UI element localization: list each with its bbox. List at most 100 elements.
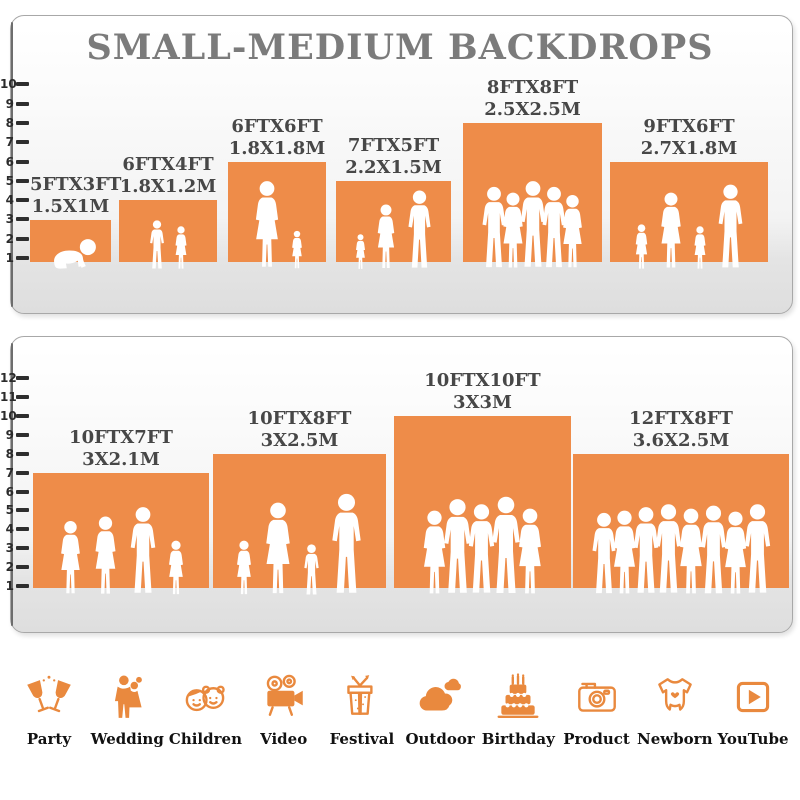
person-silhouette	[95, 516, 115, 594]
category-outdoor: Outdoor	[405, 664, 475, 748]
ruler-tick: 5	[0, 503, 38, 517]
person-silhouette	[255, 181, 278, 267]
backdrop-size-m: 2.2X1.5M	[345, 157, 442, 178]
backdrop-size-label: 5FTX3FT 1.5X1M	[30, 174, 122, 220]
backdrop-size-label: 10FTX7FT 3X2.1M	[33, 427, 209, 473]
ruler-tick: 10	[0, 409, 38, 423]
person-silhouette	[266, 502, 290, 594]
backdrop-item: 6FTX4FT 1.8X1.2M	[119, 154, 217, 269]
ruler-tick-number: 2	[5, 560, 14, 574]
ruler-tick-number: 3	[5, 212, 14, 226]
ruler-tick-number: 2	[5, 232, 14, 246]
backdrop-size-m: 1.5X1M	[31, 196, 110, 217]
backdrop-rect	[228, 162, 326, 269]
backdrop-size-label: 6FTX4FT 1.8X1.2M	[119, 154, 217, 200]
backdrop-size-label: 10FTX8FT 3X2.5M	[213, 408, 386, 454]
ruler-tick-number: 11	[0, 390, 17, 404]
person-silhouette	[718, 184, 742, 268]
person-silhouette	[130, 507, 155, 593]
backdrop-size-ft: 6FTX6FT	[231, 116, 323, 137]
ruler-tick-number: 7	[5, 466, 14, 480]
ruler-tick-number: 12	[0, 371, 17, 385]
ruler-tick-number: 3	[5, 541, 14, 555]
size-panel-small: 1 2 3 4 5 6 7 8 9 10 5FTX3FT 1.5X1M	[0, 15, 793, 314]
category-label: YouTube	[717, 730, 789, 748]
festival-icon	[335, 664, 389, 722]
birthday-icon	[491, 664, 545, 722]
ruler-tick-number: 10	[0, 409, 17, 423]
category-label: Outdoor	[405, 730, 475, 748]
person-silhouette	[291, 230, 302, 269]
backdrop-size-m: 3X3M	[453, 392, 512, 413]
ruler-tick-number: 10	[0, 77, 17, 91]
ruler-tick-number: 9	[5, 97, 14, 111]
backdrop-size-m: 3X2.1M	[82, 449, 160, 470]
ruler-tick: 8	[0, 116, 38, 130]
ruler-tick: 8	[0, 447, 38, 461]
person-silhouette	[149, 220, 164, 269]
page-title: SMALL-MEDIUM BACKDROPS	[86, 27, 714, 68]
person-silhouette	[168, 540, 183, 595]
ruler-tick-number: 9	[5, 428, 14, 442]
ruler-line	[11, 343, 13, 626]
backdrop-size-m: 1.8X1.2M	[119, 176, 217, 197]
backdrop-rect	[30, 220, 111, 269]
backdrop-item: 10FTX8FT 3X2.5M	[213, 408, 386, 595]
person-silhouette	[563, 195, 582, 268]
category-label: Wedding	[90, 730, 164, 748]
person-silhouette	[660, 192, 681, 268]
backdrop-rect	[213, 454, 386, 595]
backdrop-size-ft: 9FTX6FT	[643, 116, 735, 137]
backdrop-size-ft: 7FTX5FT	[347, 135, 440, 156]
ruler-tick-number: 5	[5, 174, 14, 188]
person-silhouette	[407, 190, 431, 268]
ruler-tick: 12	[0, 371, 38, 385]
backdrop-item: 5FTX3FT 1.5X1M	[30, 174, 122, 269]
size-panel-large: 1 2 3 4 5 6 7 8 9 10 11 12 10FTX7FT 3X2.…	[0, 336, 793, 633]
category-party: Party	[16, 664, 82, 748]
backdrop-item: 9FTX6FT 2.7X1.8M	[610, 116, 768, 269]
ruler-tick: 4	[0, 193, 38, 207]
baby-silhouette	[53, 239, 96, 269]
category-product: Product	[563, 664, 630, 748]
backdrop-size-ft: 10FTX7FT	[69, 427, 173, 448]
backdrop-size-m: 2.5X2.5M	[484, 99, 581, 120]
backdrop-rect	[610, 162, 768, 269]
ruler-tick: 3	[0, 541, 38, 555]
ruler-tick: 6	[0, 485, 38, 499]
ruler-tick: 2	[0, 232, 38, 246]
category-label: Product	[563, 730, 630, 748]
ruler-tick: 1	[0, 579, 38, 593]
backdrop-size-m: 1.8X1.8M	[228, 138, 326, 159]
backdrop-size-ft: 5FTX3FT	[30, 174, 122, 195]
backdrop-item: 12FTX8FT 3.6X2.5M	[573, 408, 789, 594]
person-silhouette	[175, 226, 186, 269]
backdrop-size-label: 9FTX6FT 2.7X1.8M	[610, 116, 768, 162]
category-festival: Festival	[329, 664, 395, 748]
backdrop-size-label: 8FTX8FT 2.5X2.5M	[463, 77, 602, 123]
backdrop-size-label: 7FTX5FT 2.2X1.5M	[336, 135, 451, 181]
backdrop-rect	[573, 454, 789, 594]
category-video: Video	[251, 664, 317, 748]
ruler-tick: 2	[0, 560, 38, 574]
ruler-tick: 4	[0, 522, 38, 536]
person-silhouette	[237, 540, 251, 595]
newborn-icon	[648, 664, 702, 722]
ruler-tick-number: 8	[5, 116, 14, 130]
backdrop-item: 8FTX8FT 2.5X2.5M	[463, 77, 602, 268]
person-silhouette	[332, 493, 361, 593]
backdrop-item: 10FTX7FT 3X2.1M	[33, 427, 209, 595]
ruler-tick: 3	[0, 212, 38, 226]
backdrop-rect	[336, 181, 451, 269]
person-silhouette	[744, 504, 770, 593]
ruler-tick-number: 5	[5, 503, 14, 517]
ruler-tick: 1	[0, 251, 38, 265]
ruler-tick-number: 4	[5, 522, 14, 536]
category-label: Children	[168, 730, 242, 748]
product-icon	[570, 664, 624, 722]
backdrop-item: 7FTX5FT 2.2X1.5M	[336, 135, 451, 269]
backdrop-size-ft: 6FTX4FT	[122, 154, 214, 175]
category-row: Party Wedding	[16, 664, 789, 748]
ruler-tick: 7	[0, 135, 38, 149]
children-icon	[178, 664, 232, 722]
